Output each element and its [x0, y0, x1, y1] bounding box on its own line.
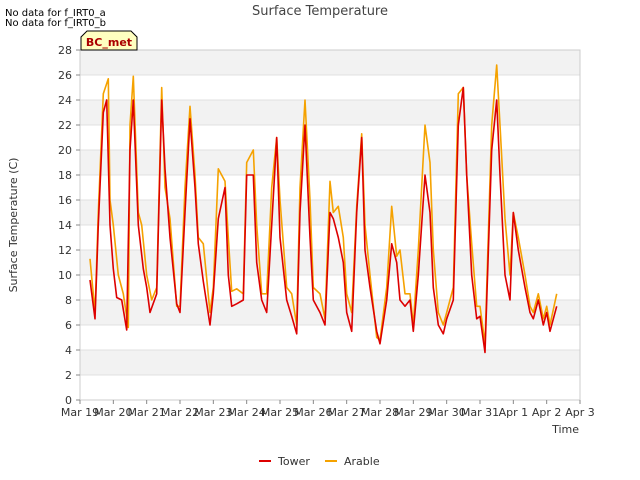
x-tick-label: Mar 28: [361, 406, 399, 419]
x-tick-label: Apr 1: [499, 406, 529, 419]
x-axis-label: Time: [551, 423, 579, 436]
y-tick-label: 6: [65, 319, 72, 332]
grid-band: [80, 150, 580, 175]
no-data-note-b: No data for f_IRT0_b: [5, 18, 106, 29]
x-tick-label: Mar 25: [261, 406, 299, 419]
x-tick-label: Mar 20: [94, 406, 132, 419]
grid-band: [80, 250, 580, 275]
x-tick-label: Mar 27: [328, 406, 366, 419]
x-tick-label: Mar 26: [294, 406, 332, 419]
y-tick-label: 28: [58, 44, 72, 57]
x-tick-label: Mar 29: [394, 406, 432, 419]
chart-title: Surface Temperature: [252, 4, 388, 19]
no-data-note-a: No data for f_IRT0_a: [5, 8, 106, 19]
grid-band: [80, 300, 580, 325]
bc-met-badge: BC_met: [80, 30, 138, 51]
x-tick-label: Apr 3: [565, 406, 595, 419]
y-tick-label: 24: [58, 94, 72, 107]
grid-band: [80, 100, 580, 125]
y-tick-label: 2: [65, 369, 72, 382]
y-tick-label: 0: [65, 394, 72, 407]
y-tick-label: 4: [65, 344, 72, 357]
badge-shape: [80, 30, 138, 51]
x-tick-label: Mar 30: [428, 406, 466, 419]
grid-band: [80, 50, 580, 75]
y-tick-label: 20: [58, 144, 72, 157]
y-tick-label: 16: [58, 194, 72, 207]
y-tick-label: 8: [65, 294, 72, 307]
series-line-tower: [89, 86, 558, 354]
y-axis-label: Surface Temperature (C): [7, 158, 20, 293]
legend-label-arable: Arable: [344, 455, 380, 468]
x-tick-label: Mar 23: [194, 406, 232, 419]
y-tick-label: 10: [58, 269, 72, 282]
x-tick-label: Mar 21: [128, 406, 166, 419]
y-tick-label: 22: [58, 119, 72, 132]
badge-label: BC_met: [86, 36, 132, 49]
x-tick-label: Mar 24: [228, 406, 266, 419]
legend: Tower Arable: [259, 455, 380, 468]
x-tick-label: Mar 19: [61, 406, 99, 419]
x-tick-label: Apr 2: [532, 406, 562, 419]
grid-band: [80, 350, 580, 375]
legend-label-tower: Tower: [277, 455, 310, 468]
y-tick-label: 14: [58, 219, 72, 232]
x-tick-label: Mar 22: [161, 406, 199, 419]
y-tick-label: 12: [58, 244, 72, 257]
x-tick-label: Mar 31: [461, 406, 499, 419]
y-tick-label: 18: [58, 169, 72, 182]
y-tick-label: 26: [58, 69, 72, 82]
